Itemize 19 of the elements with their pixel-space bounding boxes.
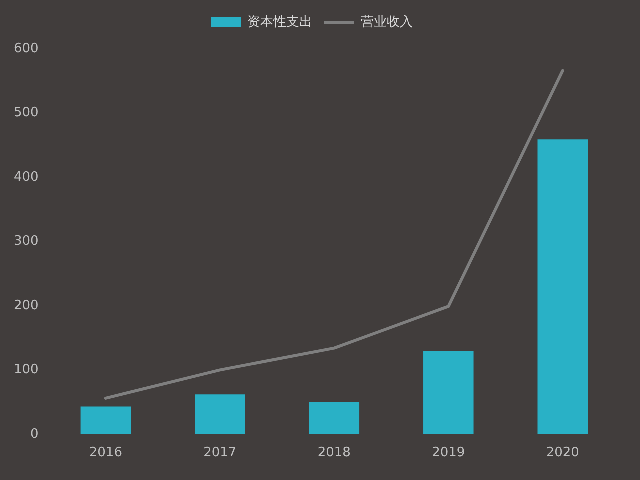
x-tick-label: 2020 bbox=[546, 446, 580, 461]
y-tick-label: 200 bbox=[14, 298, 39, 314]
y-tick-label: 100 bbox=[14, 362, 39, 378]
y-tick-label: 0 bbox=[30, 426, 39, 442]
y-tick-label: 300 bbox=[14, 234, 39, 250]
y-tick-label: 600 bbox=[14, 41, 39, 56]
bar bbox=[309, 402, 360, 434]
x-tick-label: 2018 bbox=[318, 446, 351, 461]
x-tick-label: 2019 bbox=[432, 446, 466, 461]
bar bbox=[195, 394, 246, 434]
x-tick-label: 2016 bbox=[89, 446, 122, 461]
y-tick-label: 500 bbox=[14, 106, 39, 121]
bar bbox=[424, 352, 474, 434]
y-tick-label: 400 bbox=[14, 170, 39, 185]
bar bbox=[538, 140, 588, 434]
legend-label: 营业收入 bbox=[361, 14, 413, 30]
x-tick-label: 2017 bbox=[204, 446, 237, 461]
legend-label: 资本性支出 bbox=[248, 14, 312, 30]
bar bbox=[80, 406, 132, 434]
